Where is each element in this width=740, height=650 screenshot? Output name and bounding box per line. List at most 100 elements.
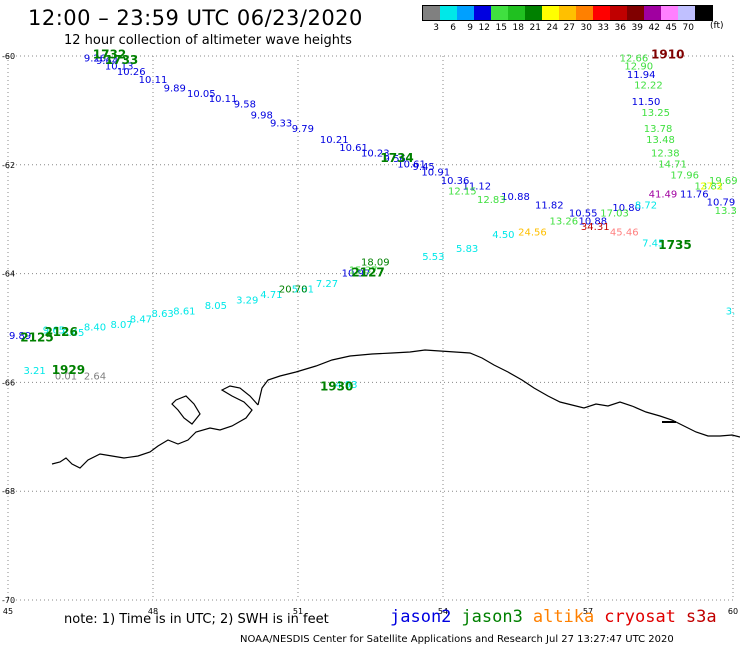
pass-time-label: 1929 xyxy=(52,363,85,377)
page-subtitle: 12 hour collection of altimeter wave hei… xyxy=(64,33,352,48)
legend-label: 27 xyxy=(563,23,575,33)
pass-time-label: 2125 xyxy=(20,331,53,345)
wave-height-value: 0.01 xyxy=(55,372,77,383)
wave-height-value: 12.83 xyxy=(477,195,506,206)
wave-height-value: 10.88 xyxy=(579,217,608,228)
legend-label: 3 xyxy=(433,23,439,33)
satellite-name: jason2 xyxy=(390,607,452,627)
wave-height-value: 13.78 xyxy=(644,124,673,135)
coastline-bay-path xyxy=(171,395,201,425)
wave-height-value: 10.11 xyxy=(209,94,238,105)
pass-time-label: 1930 xyxy=(320,380,353,394)
wave-height-value: 45.46 xyxy=(610,228,639,239)
lat-tick-label: -62 xyxy=(2,161,15,170)
wave-height-value: 10.11 xyxy=(139,75,168,86)
pass-time-label: 1732 xyxy=(93,48,126,62)
legend-label: 18 xyxy=(512,23,524,33)
wave-height-value: 8.40 xyxy=(84,323,106,334)
wave-height-value: 8.72 xyxy=(635,200,657,211)
legend-label: 33 xyxy=(597,23,609,33)
legend-swatch xyxy=(457,6,474,20)
wave-height-value: 2.64 xyxy=(84,372,106,383)
legend-swatch xyxy=(440,6,457,20)
wave-height-value: 7.45 xyxy=(642,238,664,249)
wave-height-value: 9.58 xyxy=(234,100,256,111)
legend-label: 36 xyxy=(614,23,626,33)
legend-swatch xyxy=(491,6,508,20)
lon-tick-label: 60 xyxy=(728,607,738,616)
legend-swatches xyxy=(422,5,713,21)
legend-swatch xyxy=(559,6,576,20)
legend-label: 42 xyxy=(648,23,660,33)
wave-height-value: 10.61 xyxy=(339,143,368,154)
antarctic-coastline xyxy=(51,349,740,469)
wave-height-value: 10.91 xyxy=(421,168,450,179)
wave-height-value: 8.47 xyxy=(130,315,152,326)
wave-height-value: 12.38 xyxy=(651,149,680,160)
wave-height-value: 10.23 xyxy=(361,149,390,160)
legend-swatch xyxy=(695,6,712,20)
wave-height-value: 9.33 xyxy=(270,119,292,130)
legend-swatch xyxy=(508,6,525,20)
wave-height-value: 9.89 xyxy=(9,331,31,342)
legend-label: 24 xyxy=(546,23,558,33)
wave-height-value: 8.07 xyxy=(110,320,132,331)
wave-height-value: 8.61 xyxy=(173,306,195,317)
satellite-name: s3a xyxy=(685,607,717,627)
wave-height-value: 5.83 xyxy=(456,244,478,255)
wave-height-value: 12.22 xyxy=(634,81,663,92)
wave-height-value: 8.63 xyxy=(152,309,174,320)
satellite-legend: jason2 jason3 altika cryosat s3a xyxy=(390,607,727,627)
legend-label: 30 xyxy=(580,23,592,33)
legend-swatch xyxy=(576,6,593,20)
lat-tick-label: -70 xyxy=(2,596,15,605)
footer-note: note: 1) Time is in UTC; 2) SWH is in fe… xyxy=(64,612,329,627)
wave-height-value: 10.88 xyxy=(501,192,530,203)
wave-height-value: 13.3 xyxy=(715,206,737,217)
legend-swatch xyxy=(542,6,559,20)
lon-tick-label: 51 xyxy=(293,607,303,616)
legend-swatch xyxy=(610,6,627,20)
wave-height-value: 9.65 xyxy=(43,325,65,336)
legend-label: 9 xyxy=(467,23,473,33)
wave-height-value: 11.76 xyxy=(680,189,709,200)
wave-height-value: 10.13 xyxy=(105,62,134,73)
legend-swatch xyxy=(525,6,542,20)
wave-height-value: 5.81 xyxy=(292,285,314,296)
wave-height-value: 10.55 xyxy=(569,208,598,219)
pass-time-label: 2127 xyxy=(351,265,384,279)
wave-height-value: 14.71 xyxy=(658,160,687,171)
legend-swatch xyxy=(661,6,678,20)
wave-height-value: 12.90 xyxy=(624,62,653,73)
lon-tick-label: 54 xyxy=(438,607,448,616)
legend-label: 70 xyxy=(682,23,694,33)
legend-unit: (ft) xyxy=(710,21,724,31)
wave-height-value: 3.21 xyxy=(23,366,45,377)
wave-height-value: 4.93 xyxy=(335,380,357,391)
wave-height-value: 5.53 xyxy=(422,252,444,263)
legend-swatch xyxy=(423,6,440,20)
wave-height-value: 34.31 xyxy=(581,222,610,233)
wave-height-value: 7.27 xyxy=(316,279,338,290)
legend-swatch xyxy=(627,6,644,20)
wave-height-value: 12.66 xyxy=(620,53,649,64)
coastline-inner-path xyxy=(51,385,259,469)
satellite-name: jason3 xyxy=(461,607,523,627)
satellite-name: cryosat xyxy=(604,607,676,627)
wave-height-value: 12.15 xyxy=(448,187,477,198)
legend-swatch xyxy=(593,6,610,20)
wave-height-value: 11.82 xyxy=(535,200,564,211)
page-title: 12:00 – 23:59 UTC 06/23/2020 xyxy=(28,6,363,30)
satellite-name: altika xyxy=(532,607,595,627)
coastline-path xyxy=(257,349,740,438)
legend-label: 12 xyxy=(478,23,490,33)
wave-height-value: 10.97 xyxy=(342,268,371,279)
pass-time-label: 1734 xyxy=(380,151,413,165)
wave-height-value: 24.56 xyxy=(518,228,547,239)
lon-tick-label: 45 xyxy=(3,607,13,616)
wave-height-value: 9.98 xyxy=(251,111,273,122)
wave-height-value: 10.79 xyxy=(707,198,736,209)
legend-label: 45 xyxy=(665,23,677,33)
